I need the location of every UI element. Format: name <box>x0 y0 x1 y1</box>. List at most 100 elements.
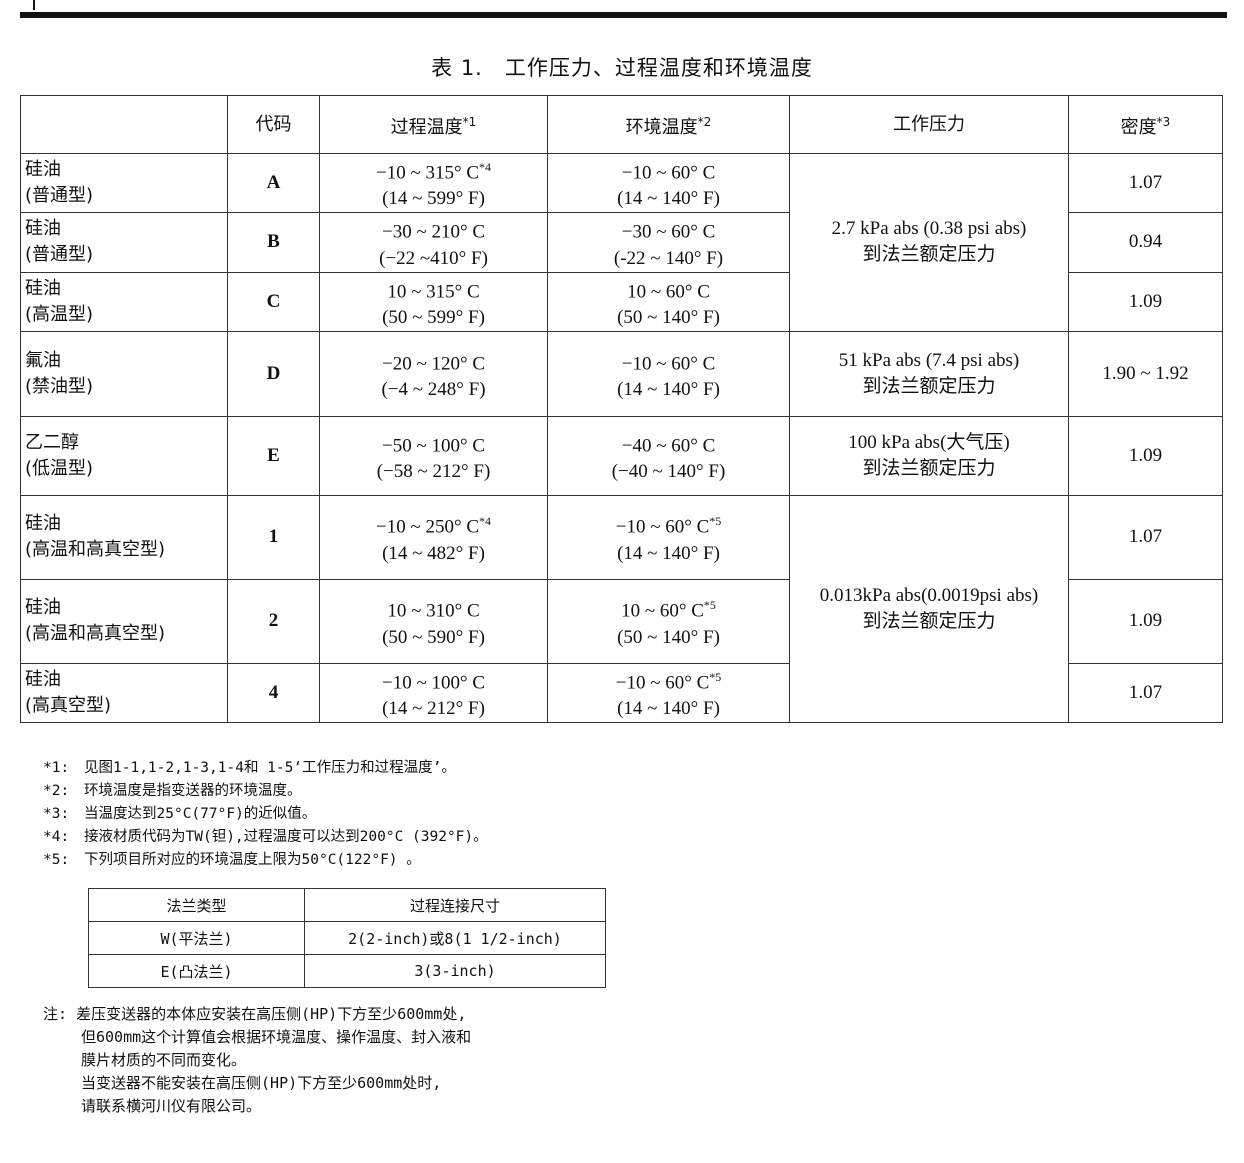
pressure-range: 51 kPa abs (7.4 psi abs) <box>838 349 1020 371</box>
footnote: *5: 下列项目所对应的环境温度上限为50°C(122°F) 。 <box>43 849 488 872</box>
footnote-ref: *4 <box>479 514 491 529</box>
footnote-key: *3: <box>43 806 70 822</box>
fill-fluid-cell: 硅油 (高温和高真空型) <box>20 494 228 580</box>
page-mark <box>33 0 35 10</box>
process-temp-f: (50 ~ 599° F) <box>382 306 485 328</box>
process-temp-cell: −20 ~ 120° C (−4 ~ 248° F) <box>319 330 548 417</box>
density-cell: 1.90 ~ 1.92 <box>1068 330 1223 417</box>
fill-fluid-type: (高温型) <box>25 303 94 325</box>
process-temp-cell: −10 ~ 250° C*4 (14 ~ 482° F) <box>319 494 548 580</box>
header-process-temp-label: 过程温度 <box>390 116 463 138</box>
code-cell: C <box>227 271 320 332</box>
footnote: *4: 接液材质代码为TW(钽),过程温度可以达到200°C (392°F)。 <box>43 826 488 849</box>
remark-line: 膜片材质的不同而变化。 <box>81 1051 247 1069</box>
flange-header-size: 过程连接尺寸 <box>304 888 606 922</box>
ambient-temp-c: 10 ~ 60° C <box>627 280 710 302</box>
remark-line: 当变送器不能安装在高压侧(HP)下方至少600mm处时, <box>81 1074 442 1092</box>
pressure-limit: 到法兰额定压力 <box>862 244 996 266</box>
table-row: 硅油 (普通型) A −10 ~ 315° C*4 (14 ~ 599° F) −1… <box>20 152 1223 332</box>
density-cell: 1.09 <box>1068 415 1223 496</box>
ambient-temp-cell: −10 ~ 60° C*5 (14 ~ 140° F) <box>547 662 790 724</box>
header-rule <box>20 12 1227 18</box>
ambient-temp-f: (14 ~ 140° F) <box>617 379 720 401</box>
footnote-text: 下列项目所对应的环境温度上限为50°C(122°F) 。 <box>84 852 421 868</box>
ambient-temp-f: (14 ~ 140° F) <box>617 188 720 210</box>
process-temp-cell: 10 ~ 315° C (50 ~ 599° F) <box>319 271 548 332</box>
table-row: 硅油 (普通型) B −30 ~ 210° C (−22 ~410° F) −30 … <box>20 212 1223 273</box>
pressure-cell: 0.013kPa abs(0.0019psi abs) 到法兰额定压力 <box>789 494 1069 724</box>
remark-key: 注: <box>43 1005 68 1023</box>
fill-fluid-type: (高温和高真空型) <box>25 623 166 645</box>
ambient-temp-cell: 10 ~ 60° C*5 (50 ~ 140° F) <box>547 578 790 664</box>
process-temp-c: −50 ~ 100° C <box>381 435 485 457</box>
density-cell: 1.07 <box>1068 662 1223 724</box>
pressure-range: 2.7 kPa abs (0.38 psi abs) <box>831 218 1027 240</box>
footnote-ref: *4 <box>479 160 491 174</box>
ambient-temp-cell: −10 ~ 60° C*5 (14 ~ 140° F) <box>547 494 790 580</box>
remark-line: 差压变送器的本体应安装在高压侧(HP)下方至少600mm处, <box>76 1005 467 1023</box>
ambient-temp-cell: 10 ~ 60° C (50 ~ 140° F) <box>547 271 790 332</box>
fill-fluid-cell: 乙二醇 (低温型) <box>20 415 228 496</box>
table-row: 氟油 (禁油型) D −20 ~ 120° C (−4 ~ 248° F) −10 … <box>20 330 1223 417</box>
footnote-ref: *5 <box>709 669 722 684</box>
fill-fluid-type: (高温和高真空型) <box>25 539 166 561</box>
footnote-key: *4: <box>43 829 70 845</box>
code-cell: E <box>227 415 320 496</box>
process-temp-c: −30 ~ 210° C <box>381 221 485 243</box>
code-cell: A <box>227 152 320 214</box>
pressure-limit: 到法兰额定压力 <box>862 611 996 633</box>
footnote-text: 当温度达到25°C(77°F)的近似值。 <box>84 806 317 822</box>
footnote-key: *5: <box>43 852 70 868</box>
table-row: 硅油 (高真空型) 4 −10 ~ 100° C (14 ~ 212° F) −10… <box>20 662 1223 724</box>
table-row: 硅油 (高温和高真空型) 1 −10 ~ 250° C*4 (14 ~ 482° F… <box>20 494 1223 724</box>
fill-fluid-cell: 氟油 (禁油型) <box>20 330 228 417</box>
ambient-temp-c: −40 ~ 60° C <box>621 435 716 457</box>
process-temp-cell: −10 ~ 315° C*4 (14 ~ 599° F) <box>319 152 548 214</box>
process-temp-f: (−4 ~ 248° F) <box>381 379 486 401</box>
process-temp-f: (14 ~ 599° F) <box>382 188 485 210</box>
pressure-cell: 2.7 kPa abs (0.38 psi abs) 到法兰额定压力 <box>789 153 1069 332</box>
ambient-temp-cell: −40 ~ 60° C (−40 ~ 140° F) <box>547 415 790 496</box>
process-temp-c: −20 ~ 120° C <box>381 353 485 375</box>
fill-fluid-cell: 硅油 (高温和高真空型) <box>20 578 228 664</box>
process-temp-c: −10 ~ 100° C <box>381 672 485 694</box>
ambient-temp-f: (−40 ~ 140° F) <box>611 461 726 483</box>
header-density: 密度*3 <box>1068 95 1223 154</box>
fill-fluid-type: (普通型) <box>25 244 94 266</box>
process-temp-cell: −30 ~ 210° C (−22 ~410° F) <box>319 212 548 273</box>
code-cell: 4 <box>227 662 320 724</box>
flange-cell: 2(2-inch)或8(1 1/2-inch) <box>304 921 606 955</box>
header-material <box>20 95 228 154</box>
header-row: 代码 过程温度*1 环境温度*2 工作压力 密度*3 <box>20 95 1223 154</box>
footnote: *2: 环境温度是指变送器的环境温度。 <box>43 780 488 803</box>
ambient-temp-c: −10 ~ 60° C <box>621 162 716 184</box>
process-temp-f: (14 ~ 212° F) <box>382 698 485 720</box>
footnote-ref: *5 <box>703 598 716 613</box>
fill-fluid-name: 硅油 <box>25 277 61 299</box>
footnote-ref: *2 <box>697 114 712 129</box>
table-row: 硅油 (高温型) C 10 ~ 315° C (50 ~ 599° F) 10 ~ … <box>20 271 1223 332</box>
density-cell: 1.07 <box>1068 494 1223 580</box>
process-temp-c: −10 ~ 250° C <box>375 516 479 538</box>
ambient-temp-c: −10 ~ 60° C <box>615 516 710 538</box>
code-cell: B <box>227 212 320 273</box>
fill-fluid-type: (低温型) <box>25 457 94 479</box>
ambient-temp-c: 10 ~ 60° C <box>621 600 704 622</box>
fill-fluid-name: 硅油 <box>25 513 61 535</box>
table-row: 硅油 (高温和高真空型) 2 10 ~ 310° C (50 ~ 590° F) 1… <box>20 578 1223 664</box>
header-ambient-temp-label: 环境温度 <box>625 116 698 138</box>
ambient-temp-f: (50 ~ 140° F) <box>617 626 720 648</box>
pressure-range: 0.013kPa abs(0.0019psi abs) <box>819 585 1039 607</box>
ambient-temp-f: (50 ~ 140° F) <box>617 306 720 328</box>
remark-line: 但600mm这个计算值会根据环境温度、操作温度、封入液和 <box>81 1028 472 1046</box>
ambient-temp-f: (-22 ~ 140° F) <box>613 247 724 269</box>
process-temp-c: 10 ~ 315° C <box>387 280 480 302</box>
footnote-text: 环境温度是指变送器的环境温度。 <box>84 783 302 799</box>
ambient-temp-f: (14 ~ 140° F) <box>617 698 720 720</box>
ambient-temp-c: −10 ~ 60° C <box>621 353 716 375</box>
density-cell: 1.07 <box>1068 152 1223 214</box>
footnote-ref: *1 <box>462 114 477 129</box>
process-temp-f: (−22 ~410° F) <box>379 247 488 269</box>
fill-fluid-name: 乙二醇 <box>25 431 79 453</box>
ambient-temp-c: −10 ~ 60° C <box>615 672 710 694</box>
